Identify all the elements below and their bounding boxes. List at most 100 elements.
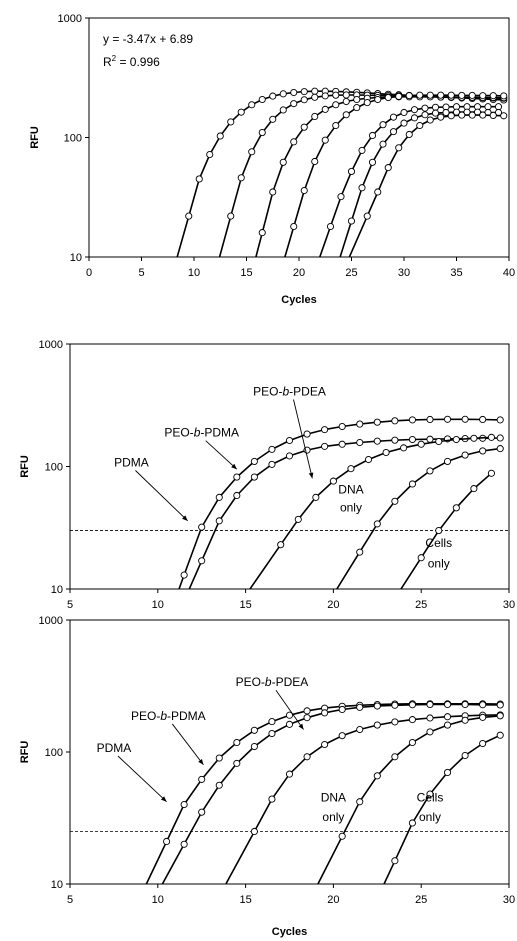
annotation-arrow [275, 689, 304, 730]
data-point [321, 426, 329, 434]
x-tick-label: 10 [188, 267, 200, 279]
annotation-label: Cells [425, 536, 452, 550]
data-point [312, 493, 320, 501]
x-tick-label: 15 [239, 599, 251, 611]
data-point [303, 430, 311, 438]
data-point [347, 167, 356, 175]
data-point [285, 720, 294, 728]
data-point [329, 477, 337, 485]
data-point [479, 111, 487, 119]
data-point [227, 118, 235, 126]
x-axis-label: Cycles [281, 294, 316, 306]
data-point [248, 148, 256, 156]
x-tick-label: 40 [503, 267, 515, 279]
data-point [294, 515, 302, 523]
data-point [417, 440, 425, 448]
data-point [421, 111, 429, 119]
data-point [311, 93, 319, 101]
x-axis-label: Cycles [272, 926, 307, 938]
data-point [373, 772, 381, 780]
annotation-label: PDMA [114, 456, 149, 470]
data-point [421, 104, 429, 112]
data-point [431, 109, 440, 117]
data-point [279, 158, 287, 166]
data-point [290, 138, 298, 146]
series-4 [335, 445, 504, 589]
data-point [198, 523, 206, 531]
x-tick-label: 25 [415, 599, 427, 611]
series-3 [255, 93, 508, 257]
data-point [373, 721, 381, 729]
data-point [426, 714, 434, 722]
data-point [363, 99, 371, 107]
data-point [395, 144, 403, 152]
arrow-head [298, 723, 304, 730]
data-point [364, 455, 373, 464]
data-point [258, 95, 266, 104]
data-point [185, 212, 193, 220]
data-point [356, 438, 364, 447]
data-point [356, 420, 364, 428]
y-tick-label: 10 [51, 584, 63, 596]
data-point [500, 112, 508, 120]
data-point [311, 157, 319, 166]
series-3 [224, 711, 504, 884]
data-point [338, 440, 346, 448]
data-point [206, 150, 214, 159]
arrow-head [160, 796, 167, 802]
r-squared-label: R2 = 0.996 [103, 54, 160, 69]
data-point [321, 105, 329, 113]
chart-3: 5 10 15 20 25 30 10 100 1000 RFU Cycles PDMA PEO-b-P… [19, 615, 515, 938]
data-point [487, 433, 495, 441]
data-point [321, 136, 329, 144]
data-point [468, 91, 476, 99]
data-point [198, 775, 206, 783]
data-point [277, 541, 285, 549]
y-tick-label: 10 [51, 879, 63, 891]
data-point [461, 451, 469, 459]
data-point [180, 571, 188, 579]
data-point [215, 517, 223, 525]
data-point [443, 457, 452, 465]
data-point [391, 701, 399, 709]
data-point [484, 103, 492, 111]
data-point [268, 795, 276, 803]
y-axis-label: RFU [19, 741, 31, 764]
data-point [368, 131, 377, 140]
data-point [447, 112, 455, 120]
data-point [233, 491, 241, 500]
data-point [391, 753, 399, 761]
data-point [416, 91, 424, 99]
data-point [410, 114, 419, 122]
arrow-head [308, 472, 314, 479]
data-point [426, 116, 434, 124]
data-point [389, 113, 398, 121]
data-point [426, 790, 434, 798]
data-point [470, 485, 478, 493]
data-point [332, 101, 340, 109]
data-point [356, 798, 364, 806]
data-point [437, 113, 445, 121]
data-point [479, 713, 487, 721]
data-point [479, 701, 487, 709]
data-point [461, 415, 469, 423]
annotation-label: only [419, 810, 441, 824]
series-line [335, 447, 501, 589]
series-4 [284, 91, 508, 257]
data-point [437, 91, 445, 99]
data-point [408, 716, 416, 724]
data-point [400, 108, 408, 117]
data-point [338, 705, 346, 714]
data-point [268, 718, 276, 726]
x-tick-label: 15 [240, 267, 252, 279]
annotation-arrow [117, 755, 167, 803]
data-point [215, 493, 223, 501]
data-point [250, 473, 258, 481]
data-point [268, 729, 276, 738]
data-point [303, 707, 311, 715]
data-point [426, 700, 434, 709]
data-point [180, 800, 188, 809]
data-point [233, 738, 241, 747]
data-point [373, 520, 381, 528]
data-point [338, 832, 346, 840]
